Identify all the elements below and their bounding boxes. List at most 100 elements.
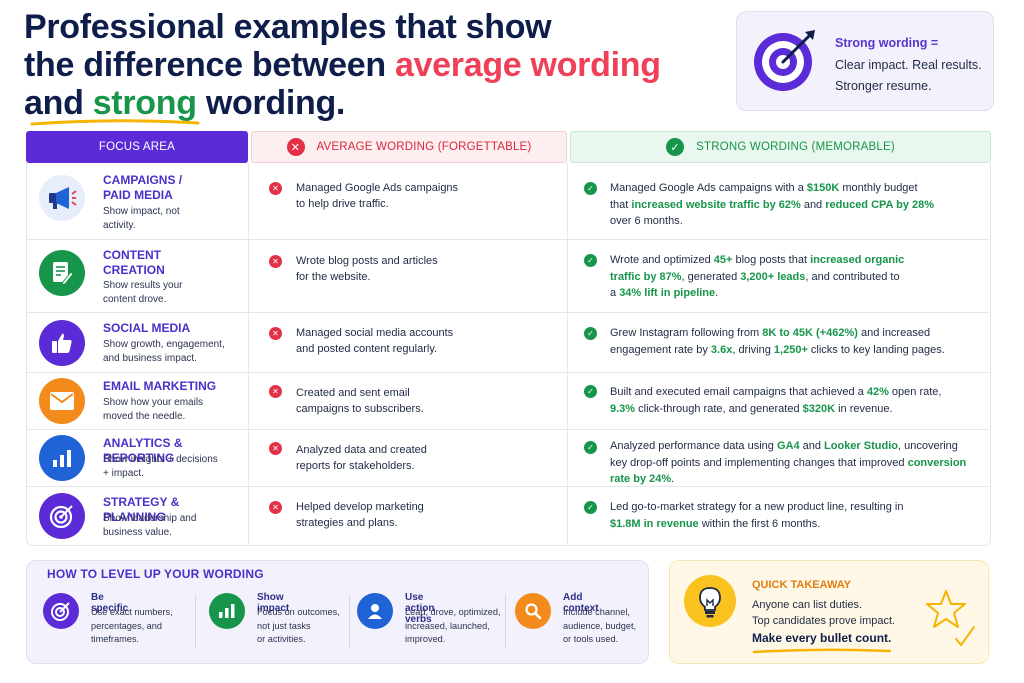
title-line-3-prefix: and <box>24 84 93 122</box>
column-header-strong: ✓ STRONG WORDING (MEMORABLE) <box>570 131 991 163</box>
column-header-focus: FOCUS AREA <box>26 131 248 163</box>
takeaway-line-2: Top candidates prove impact. <box>752 615 896 627</box>
tip-desc-line: improved. <box>405 634 446 644</box>
focus-area-desc: Show how your emails moved the needle. <box>103 396 243 423</box>
highlighted-metric: conversion <box>907 456 967 469</box>
takeaway-line-1: Anyone can list duties. <box>752 599 863 611</box>
focus-area-name: CONTENT CREATION <box>103 248 243 278</box>
bar-chart-icon <box>39 435 85 481</box>
check-circle-icon: ✓ <box>584 327 597 340</box>
tip-desc-line: percentages, and <box>91 620 163 631</box>
title-line-1: Professional examples that show <box>24 8 552 46</box>
focus-area-desc-line: Show impact, not <box>103 206 180 217</box>
strong-wording-text: blog posts that <box>732 254 811 266</box>
strong-wording-line: Managed Google Ads campaigns with a $150… <box>610 180 982 197</box>
strong-wording: Built and executed email campaigns that … <box>610 384 982 417</box>
target-icon <box>754 30 815 91</box>
page-title: Professional examples that show the diff… <box>24 8 714 122</box>
average-wording: Analyzed data and created reports for sta… <box>296 442 556 474</box>
focus-area-desc-line: and business impact. <box>103 352 197 364</box>
tip-divider <box>505 595 506 649</box>
highlighted-metric: $1.8M in revenue <box>610 517 699 530</box>
highlighted-metric: rate by 24% <box>610 473 672 485</box>
x-circle-icon: ✕ <box>269 501 282 514</box>
tip-desc: Lead, drove, optimized, increased, launch… <box>405 606 509 647</box>
x-circle-icon: ✕ <box>269 327 282 340</box>
highlighted-metric: $320K <box>802 402 836 415</box>
lightbulb-icon <box>684 575 736 627</box>
strong-wording-text: Managed Google Ads campaigns with a <box>610 182 807 194</box>
user-icon <box>357 593 393 629</box>
table-row: SOCIAL MEDIA Show growth, engagement, and… <box>26 312 989 372</box>
focus-area-desc-line: business value. <box>103 526 172 538</box>
tip-desc-line: or activities. <box>257 634 306 644</box>
strong-wording-line: a 34% lift in pipeline. <box>610 285 982 302</box>
strong-wording-text: Analyzed performance data using <box>610 440 777 452</box>
highlighted-metric: 3.6x <box>710 343 733 356</box>
strong-wording-line: rate by 24%. <box>610 471 982 488</box>
title-line-2: the difference between average wording <box>24 46 714 84</box>
strong-wording-line: Wrote and optimized 45+ blog posts that … <box>610 252 982 269</box>
star-icon <box>926 590 975 647</box>
highlighted-metric: 9.3% <box>610 402 636 415</box>
highlighted-metric: $150K <box>806 182 840 194</box>
x-circle-icon: ✕ <box>269 255 282 268</box>
focus-area-desc-line: moved the needle. <box>103 410 186 422</box>
average-wording-line: campaigns to subscribers. <box>296 403 424 415</box>
average-wording-line: reports for stakeholders. <box>296 460 415 472</box>
highlighted-metric: increased website traffic by 62% <box>631 198 801 211</box>
highlighted-metric: Looker Studio <box>824 440 898 452</box>
strong-wording-text: and increased <box>857 327 931 339</box>
strong-wording-line: engagement rate by 3.6x, driving 1,250+ … <box>610 342 982 359</box>
check-circle-icon: ✓ <box>584 501 597 514</box>
table-row: CONTENT CREATION Show results your content… <box>26 239 989 312</box>
strong-wording-text: Wrote and optimized <box>610 254 714 266</box>
strong-wording-text: click-through rate, and generated <box>635 402 803 415</box>
strong-wording-text: and <box>799 440 825 452</box>
strong-wording-text: over 6 months. <box>610 215 683 227</box>
x-circle-icon: ✕ <box>269 182 282 195</box>
focus-area-desc-line: + impact. <box>103 467 144 479</box>
strong-wording-text: a <box>610 287 620 299</box>
strong-wording-text: . <box>671 473 675 485</box>
table-row: CAMPAIGNS / PAID MEDIA Show impact, not ac… <box>26 163 989 239</box>
focus-area-desc: Show results your content drove. <box>103 279 243 306</box>
column-divider <box>248 163 249 546</box>
tip-title: Show impact <box>257 592 290 614</box>
callout-heading: Strong wording = <box>835 36 939 50</box>
check-circle-icon: ✓ <box>584 441 597 454</box>
x-circle-icon: ✕ <box>269 442 282 455</box>
target-icon <box>43 593 79 629</box>
level-up-tips-panel: HOW TO LEVEL UP YOUR WORDING Be specific… <box>26 560 649 664</box>
strong-wording-text: and <box>800 198 826 211</box>
column-divider <box>567 163 568 546</box>
check-circle-icon: ✓ <box>584 254 597 267</box>
strong-wording: Grew Instagram following from 8K to 45K … <box>610 325 982 358</box>
table-row: EMAIL MARKETING Show how your emails move… <box>26 372 989 429</box>
strong-wording-text: , driving <box>732 343 774 356</box>
tip-desc-line: Use exact numbers, <box>91 607 173 617</box>
strong-wording-callout: Strong wording = Clear impact. Real resu… <box>736 11 994 111</box>
strong-wording-line: Analyzed performance data using GA4 and … <box>610 438 982 455</box>
focus-area-desc-line: activity. <box>103 219 136 231</box>
focus-area-desc-line: Show insights + decisions <box>103 454 218 465</box>
focus-area-name: STRATEGY & PLANNING <box>103 495 180 524</box>
tip-title: Use action verbs <box>405 592 435 625</box>
tip-divider <box>195 595 196 649</box>
magnifier-icon <box>515 593 551 629</box>
tips-title: HOW TO LEVEL UP YOUR WORDING <box>47 567 264 581</box>
highlighted-metric: 45+ <box>713 254 733 266</box>
strong-wording-line: Led go-to-market strategy for a new prod… <box>610 499 982 516</box>
highlighted-metric: 1,250+ <box>773 343 808 356</box>
strong-wording-text: , generated <box>681 270 741 283</box>
check-circle-icon: ✓ <box>584 182 597 195</box>
focus-area-desc-line: content drove. <box>103 293 167 305</box>
strong-wording-line: traffic by 87%, generated 3,200+ leads, … <box>610 269 982 286</box>
title-line-2-prefix: the difference between <box>24 46 395 84</box>
strong-wording-text: Built and executed email campaigns that … <box>610 386 867 398</box>
table-row: STRATEGY & PLANNING Show leadership and b… <box>26 486 989 546</box>
callout-line-1: Clear impact. Real results. <box>835 58 982 72</box>
tip-desc-line: Lead, drove, optimized, <box>405 607 501 617</box>
focus-area-desc: Show growth, engagement, and business imp… <box>103 338 243 365</box>
average-wording-line: Managed social media accounts <box>296 327 454 339</box>
